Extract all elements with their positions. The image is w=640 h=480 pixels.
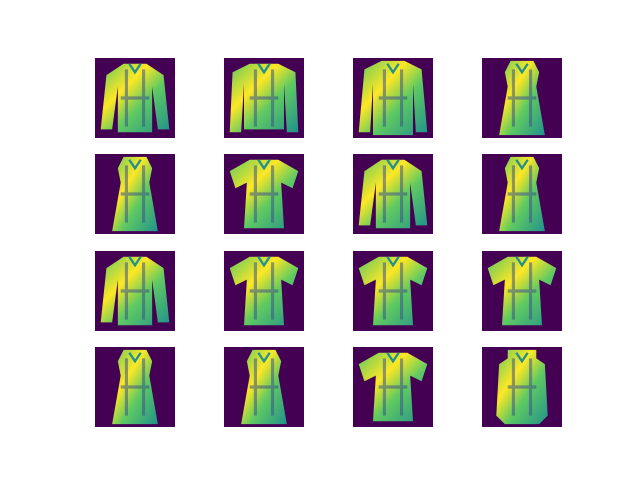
garment-collar <box>128 63 142 75</box>
generated-image-t-shirt <box>482 251 562 331</box>
image-canvas <box>353 251 433 331</box>
garment-collar <box>128 352 142 364</box>
garment-texture <box>249 69 279 127</box>
garment-collar <box>515 63 529 75</box>
garment-texture <box>249 358 279 416</box>
garment-collar <box>257 352 271 364</box>
generated-image-long-sleeve-shirt <box>353 154 433 234</box>
garment-texture <box>378 358 408 416</box>
garment-texture <box>507 262 537 320</box>
garment-collar <box>515 256 529 268</box>
garment-texture <box>507 358 537 416</box>
generated-image-coat <box>353 58 433 138</box>
image-canvas <box>353 58 433 138</box>
garment-collar <box>386 63 400 75</box>
generated-image-dress <box>95 347 175 427</box>
image-canvas <box>95 251 175 331</box>
generated-image-dress <box>482 154 562 234</box>
garment-collar <box>257 256 271 268</box>
garment-texture <box>378 165 408 223</box>
garment-texture <box>120 69 150 127</box>
garment-texture <box>378 69 408 127</box>
garment-texture <box>378 262 408 320</box>
garment-texture <box>507 165 537 223</box>
garment-collar <box>515 159 529 171</box>
image-canvas <box>482 251 562 331</box>
generated-image-bag <box>482 347 562 427</box>
image-canvas <box>95 154 175 234</box>
generated-image-long-sleeve-shirt <box>95 251 175 331</box>
image-canvas <box>482 347 562 427</box>
garment-collar <box>386 352 400 364</box>
generated-image-t-shirt <box>353 251 433 331</box>
garment-collar <box>257 63 271 75</box>
garment-texture <box>120 358 150 416</box>
image-canvas <box>224 347 304 427</box>
generated-image-dress <box>482 58 562 138</box>
garment-collar <box>128 159 142 171</box>
image-canvas <box>482 154 562 234</box>
garment-collar <box>386 159 400 171</box>
garment-collar <box>515 352 529 364</box>
generated-image-t-shirt <box>224 154 304 234</box>
image-canvas <box>224 251 304 331</box>
image-canvas <box>353 154 433 234</box>
image-canvas <box>224 154 304 234</box>
garment-collar <box>386 256 400 268</box>
garment-collar <box>257 159 271 171</box>
garment-texture <box>249 165 279 223</box>
garment-collar <box>128 256 142 268</box>
garment-texture <box>120 165 150 223</box>
generated-image-t-shirt <box>224 251 304 331</box>
generated-image-dress <box>95 154 175 234</box>
garment-texture <box>120 262 150 320</box>
garment-texture <box>507 69 537 127</box>
image-canvas <box>482 58 562 138</box>
image-canvas <box>353 347 433 427</box>
generated-image-sweater <box>224 58 304 138</box>
generated-image-t-shirt <box>353 347 433 427</box>
image-canvas <box>224 58 304 138</box>
generated-image-long-sleeve-shirt <box>95 58 175 138</box>
image-canvas <box>95 58 175 138</box>
garment-texture <box>249 262 279 320</box>
image-canvas <box>95 347 175 427</box>
generated-image-dress <box>224 347 304 427</box>
